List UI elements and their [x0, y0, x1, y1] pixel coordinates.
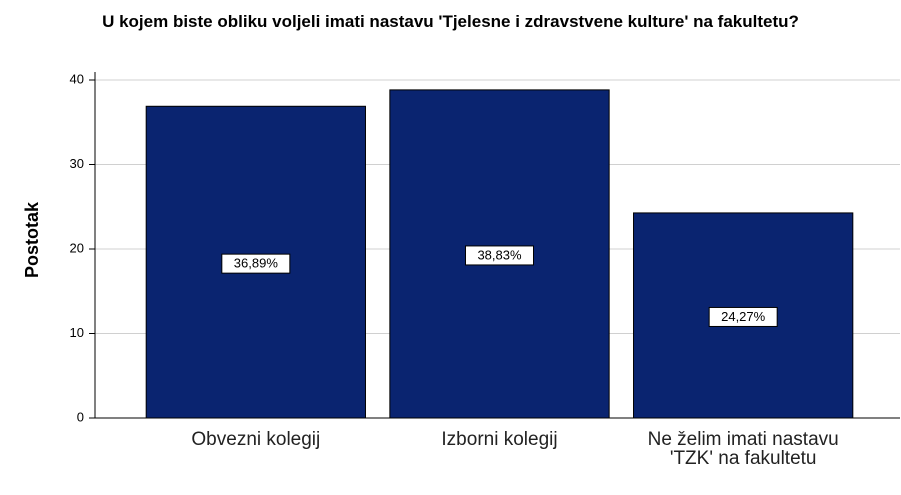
- value-label-box: [221, 253, 291, 274]
- x-tick-label: Izborni kolegij: [441, 429, 558, 450]
- x-tick-label: Obvezni kolegij: [191, 429, 321, 450]
- value-label-box: [708, 306, 778, 327]
- x-tick-label: Ne želim imati nastavu 'TZK' na fakultet…: [647, 429, 839, 469]
- y-tick-label: 20: [70, 240, 84, 255]
- y-tick-label: 40: [70, 71, 84, 86]
- y-tick-label: 10: [70, 325, 84, 340]
- y-axis-label: Postotak: [22, 201, 42, 278]
- y-tick-label: 0: [77, 409, 84, 424]
- chart-title: U kojem biste obliku voljeli imati nasta…: [102, 12, 799, 31]
- value-label: 36,89%: [234, 256, 279, 271]
- value-label: 24,27%: [721, 309, 766, 324]
- y-tick-label: 30: [70, 156, 84, 171]
- value-label: 38,83%: [477, 247, 522, 262]
- value-label-box: [465, 245, 534, 266]
